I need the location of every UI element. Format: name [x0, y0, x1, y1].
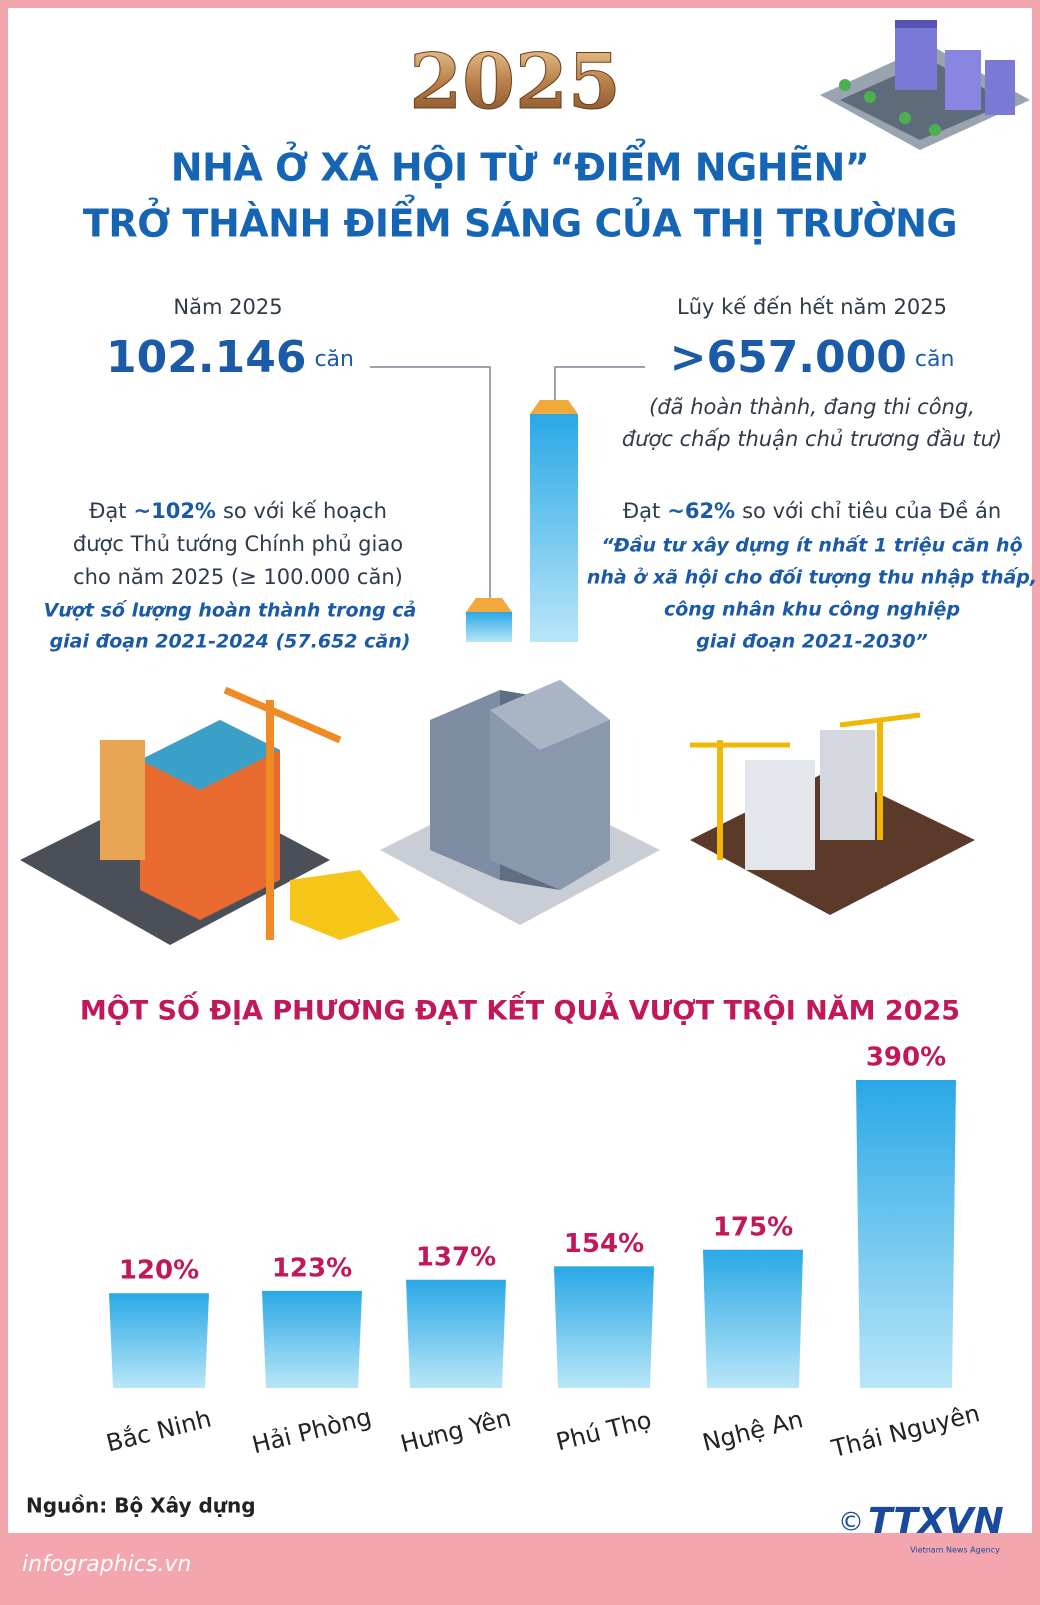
text: Đạt	[623, 499, 660, 523]
value-label: 123%	[272, 1253, 352, 1283]
illustrative-bar	[530, 414, 578, 642]
bar	[406, 1279, 506, 1388]
stat-emphasis: Vượt số lượng hoàn thành trong cả	[44, 599, 417, 622]
stat-emphasis: “Đầu tư xây dựng ít nhất 1 triệu căn hộ	[601, 534, 1022, 557]
connector	[370, 366, 491, 598]
stat-emphasis: giai đoạn 2021-2030”	[696, 631, 928, 653]
title-line: TRỞ THÀNH ĐIỂM SÁNG CỦA THỊ TRƯỜNG	[83, 196, 957, 246]
construction-illustration	[20, 680, 975, 945]
illustrative-bar	[466, 612, 512, 642]
stat-emphasis: công nhân khu công nghiệp	[664, 599, 960, 621]
logo-subtitle: Vietnam News Agency	[910, 1546, 1000, 1555]
text: Đạt	[89, 499, 126, 523]
copyright: ©	[838, 1508, 864, 1538]
stat-emphasis: nhà ở xã hội cho đối tượng thu nhập thấp…	[587, 566, 1037, 589]
bar	[554, 1266, 654, 1388]
site: infographics.vn	[22, 1552, 191, 1577]
bar	[703, 1249, 803, 1388]
stat-note: được chấp thuận chủ trương đầu tư)	[622, 427, 1002, 451]
bar	[262, 1290, 362, 1388]
value-label: 120%	[119, 1256, 199, 1286]
city-illustration	[820, 20, 1030, 150]
connector	[554, 366, 645, 400]
bar-cap	[466, 598, 512, 612]
text: so với chỉ tiêu của Đề án	[742, 499, 1001, 523]
year: 2025	[409, 37, 621, 126]
stat-unit: căn	[314, 347, 354, 372]
text: so với kế hoạch	[223, 499, 387, 523]
bar	[856, 1080, 956, 1388]
value-label: 390%	[866, 1043, 946, 1073]
value-label: 137%	[416, 1242, 496, 1272]
bar-cap	[530, 400, 578, 414]
stat-emphasis: giai đoạn 2021-2024 (57.652 căn)	[50, 631, 411, 653]
title-line: NHÀ Ở XÃ HỘI TỪ “ĐIỂM NGHẼN”	[171, 140, 869, 190]
source: Nguồn: Bộ Xây dựng	[26, 1494, 256, 1518]
chart-title: MỘT SỐ ĐỊA PHƯƠNG ĐẠT KẾT QUẢ VƯỢT TRỘI …	[80, 991, 960, 1027]
stat-value: >657.000	[670, 332, 907, 383]
stat-text: cho năm 2025 (≥ 100.000 căn)	[73, 565, 403, 589]
stat-note: (đã hoàn thành, đang thi công,	[649, 395, 975, 419]
value-label: 175%	[713, 1212, 793, 1242]
stat: 102.146 căn	[106, 332, 354, 383]
logo: TTXVN	[868, 1501, 1004, 1542]
stat-label: Năm 2025	[173, 295, 282, 319]
stat: >657.000 căn	[670, 332, 955, 383]
stat-unit: căn	[915, 347, 955, 372]
stat-comparison: Đạt ~62% so với chỉ tiêu của Đề án	[623, 499, 1001, 523]
stat-comparison: Đạt ~102% so với kế hoạch	[89, 499, 387, 523]
stat-value: 102.146	[106, 332, 306, 383]
bar	[109, 1293, 209, 1388]
stat-text: được Thủ tướng Chính phủ giao	[73, 532, 403, 556]
highlight: ~62%	[667, 499, 735, 523]
stat-label: Lũy kế đến hết năm 2025	[677, 295, 947, 319]
value-label: 154%	[564, 1229, 644, 1259]
highlight: ~102%	[134, 499, 216, 523]
